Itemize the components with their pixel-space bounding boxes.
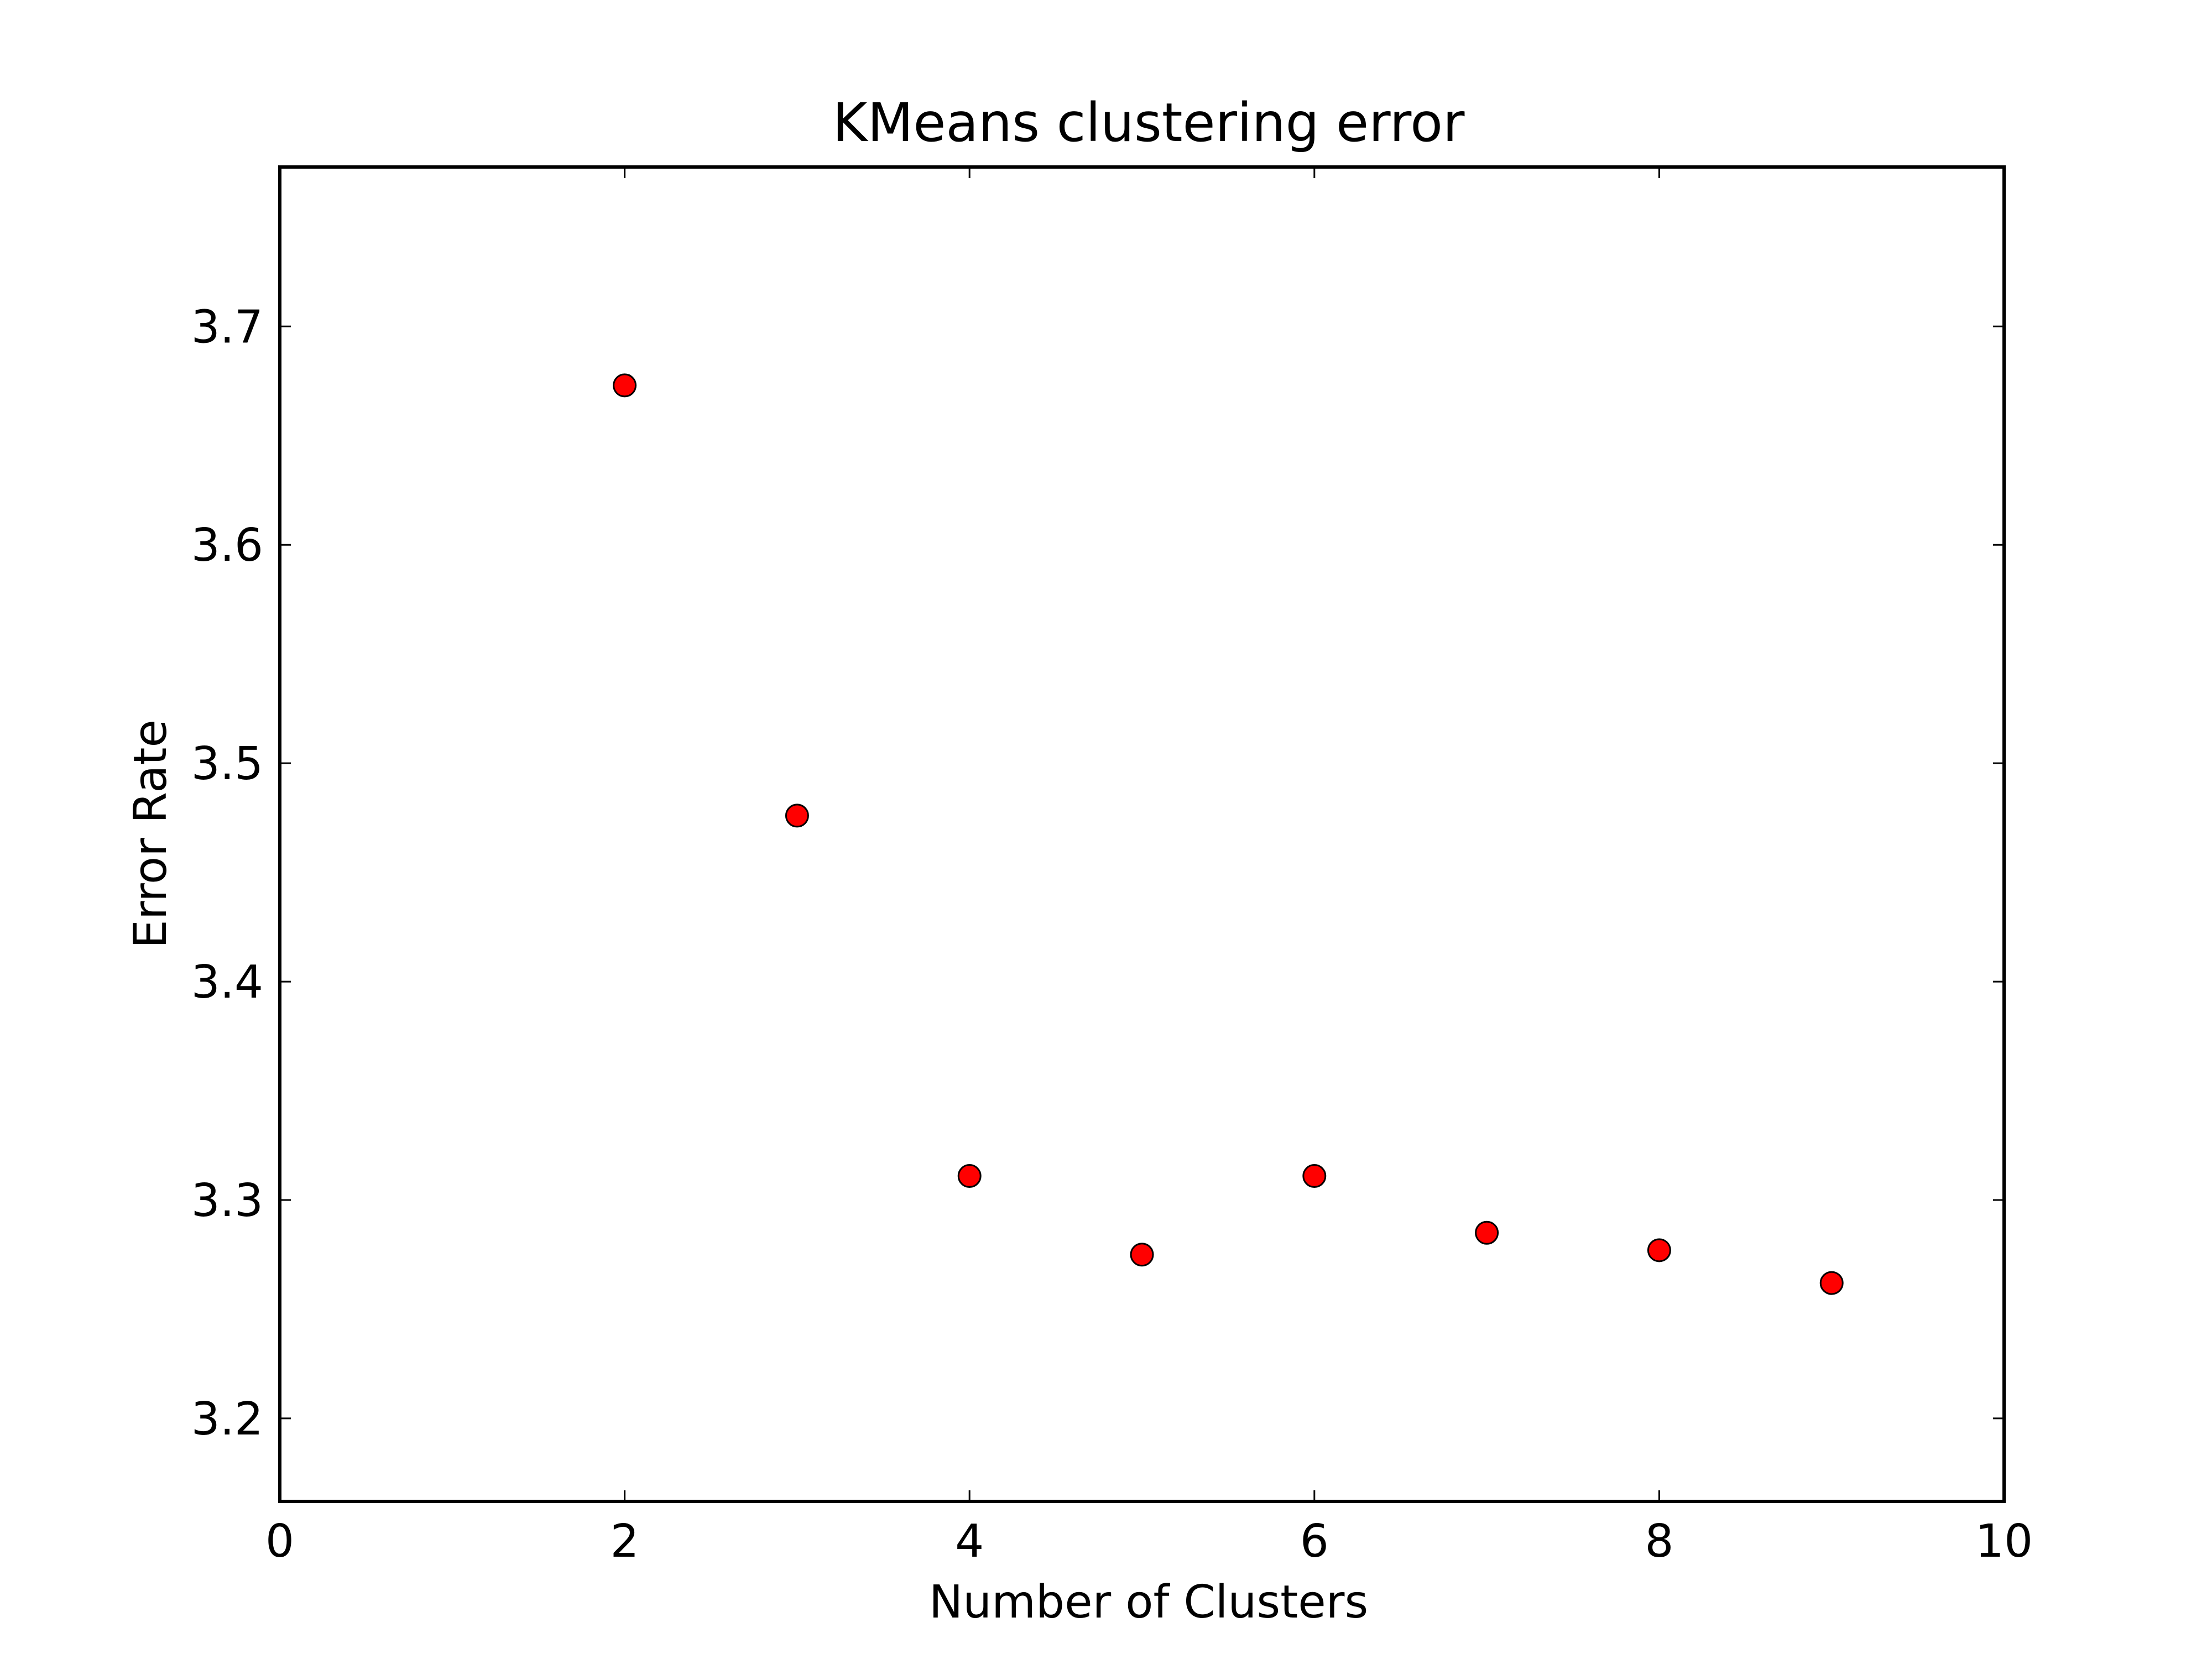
y-tick-label: 3.2: [191, 1393, 263, 1446]
y-tick-label: 3.3: [191, 1175, 263, 1227]
data-point: [1475, 1220, 1499, 1245]
x-tick-label: 4: [955, 1515, 984, 1568]
y-axis-label: Error Rate: [124, 719, 177, 948]
x-tick-label: 10: [1975, 1515, 2033, 1568]
x-tick-label: 2: [611, 1515, 639, 1568]
data-point: [1819, 1271, 1844, 1295]
y-tick-label: 3.6: [191, 519, 263, 572]
data-point: [1302, 1164, 1327, 1188]
points-layer: [613, 373, 1844, 1295]
y-tick-label: 3.4: [191, 956, 263, 1009]
x-tick-label: 6: [1300, 1515, 1329, 1568]
chart-title: KMeans clustering error: [833, 92, 1465, 154]
x-axis-label: Number of Clusters: [929, 1576, 1368, 1629]
y-tick-label: 3.7: [191, 301, 263, 353]
y-tick-label: 3.5: [191, 738, 263, 790]
ticks-layer: 0 2 4 6 8 10 3.2 3.3 3.4 3.5 3.6 3.7: [191, 167, 2033, 1568]
x-tick-label: 8: [1645, 1515, 1673, 1568]
data-point: [957, 1164, 982, 1188]
data-point: [1130, 1243, 1154, 1267]
data-point: [1647, 1238, 1671, 1262]
plot-area-frame: [278, 165, 2006, 1503]
data-point: [613, 373, 637, 398]
data-point: [785, 804, 809, 828]
x-tick-label: 0: [265, 1515, 294, 1568]
